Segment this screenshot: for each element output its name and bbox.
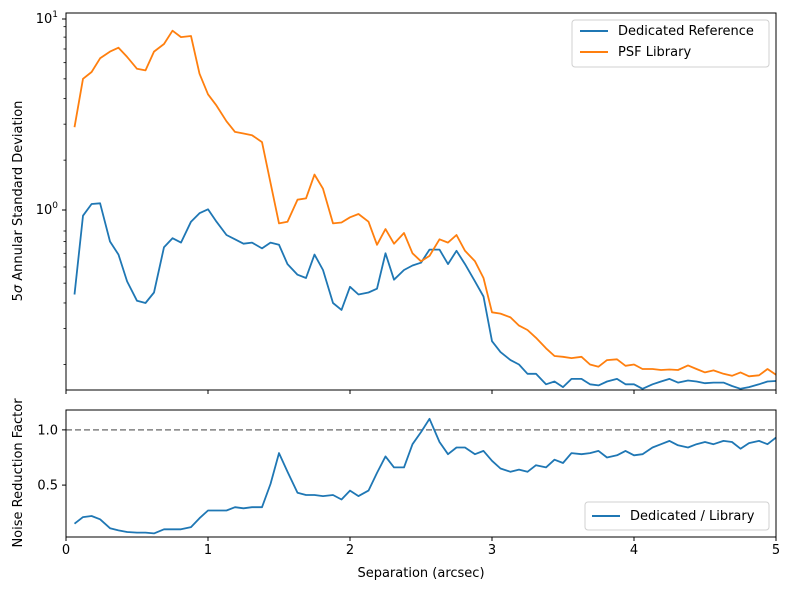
top-x-ticks	[65, 390, 777, 394]
top-y-ticks: 100 101	[36, 10, 66, 365]
series-line-dedicated-over-library	[73, 417, 777, 535]
top-legend: Dedicated Reference PSF Library	[571, 19, 770, 68]
top-ytick-label-1: 100	[36, 201, 59, 218]
bottom-x-ticks: 0 1 2 3 4 5	[62, 537, 780, 558]
bottom-legend-box	[584, 501, 770, 531]
bottom-xtick-label-1: 1	[204, 543, 212, 558]
top-y-axis-label: 5σ Annular Standard Deviation	[11, 101, 26, 302]
top-ytick-label-10: 101	[36, 10, 58, 27]
top-axes-frame	[65, 12, 777, 391]
bottom-xtick-label-3: 3	[488, 543, 496, 558]
top-series-lines	[73, 29, 777, 390]
top-panel: 100 101 5σ Annular Standard Deviation De…	[11, 10, 777, 394]
bottom-xtick-label-0: 0	[62, 543, 70, 558]
bottom-ytick-label-0.5: 0.5	[37, 479, 58, 494]
bottom-y-ticks: 0.5 1.0	[37, 423, 66, 494]
bottom-ytick-label-1.0: 1.0	[37, 423, 58, 438]
legend-label-dedicated-reference: Dedicated Reference	[618, 24, 754, 39]
bottom-series-lines	[73, 417, 777, 535]
bottom-xtick-label-4: 4	[630, 543, 638, 558]
legend-label-dedicated-over-library: Dedicated / Library	[630, 509, 755, 524]
bottom-legend: Dedicated / Library	[584, 501, 770, 531]
bottom-axes-frame	[65, 409, 777, 538]
legend-label-psf-library: PSF Library	[618, 45, 691, 60]
bottom-xtick-label-5: 5	[772, 543, 780, 558]
top-legend-box	[571, 19, 770, 68]
series-line-psf-library	[73, 29, 777, 378]
bottom-x-axis-label: Separation (arcsec)	[357, 566, 484, 581]
bottom-panel: 0.5 1.0 0 1 2 3 4 5 Separation (arcsec) …	[11, 398, 780, 581]
series-line-dedicated-reference	[73, 202, 777, 390]
bottom-xtick-label-2: 2	[346, 543, 354, 558]
bottom-y-axis-label: Noise Reduction Factor	[11, 398, 26, 548]
